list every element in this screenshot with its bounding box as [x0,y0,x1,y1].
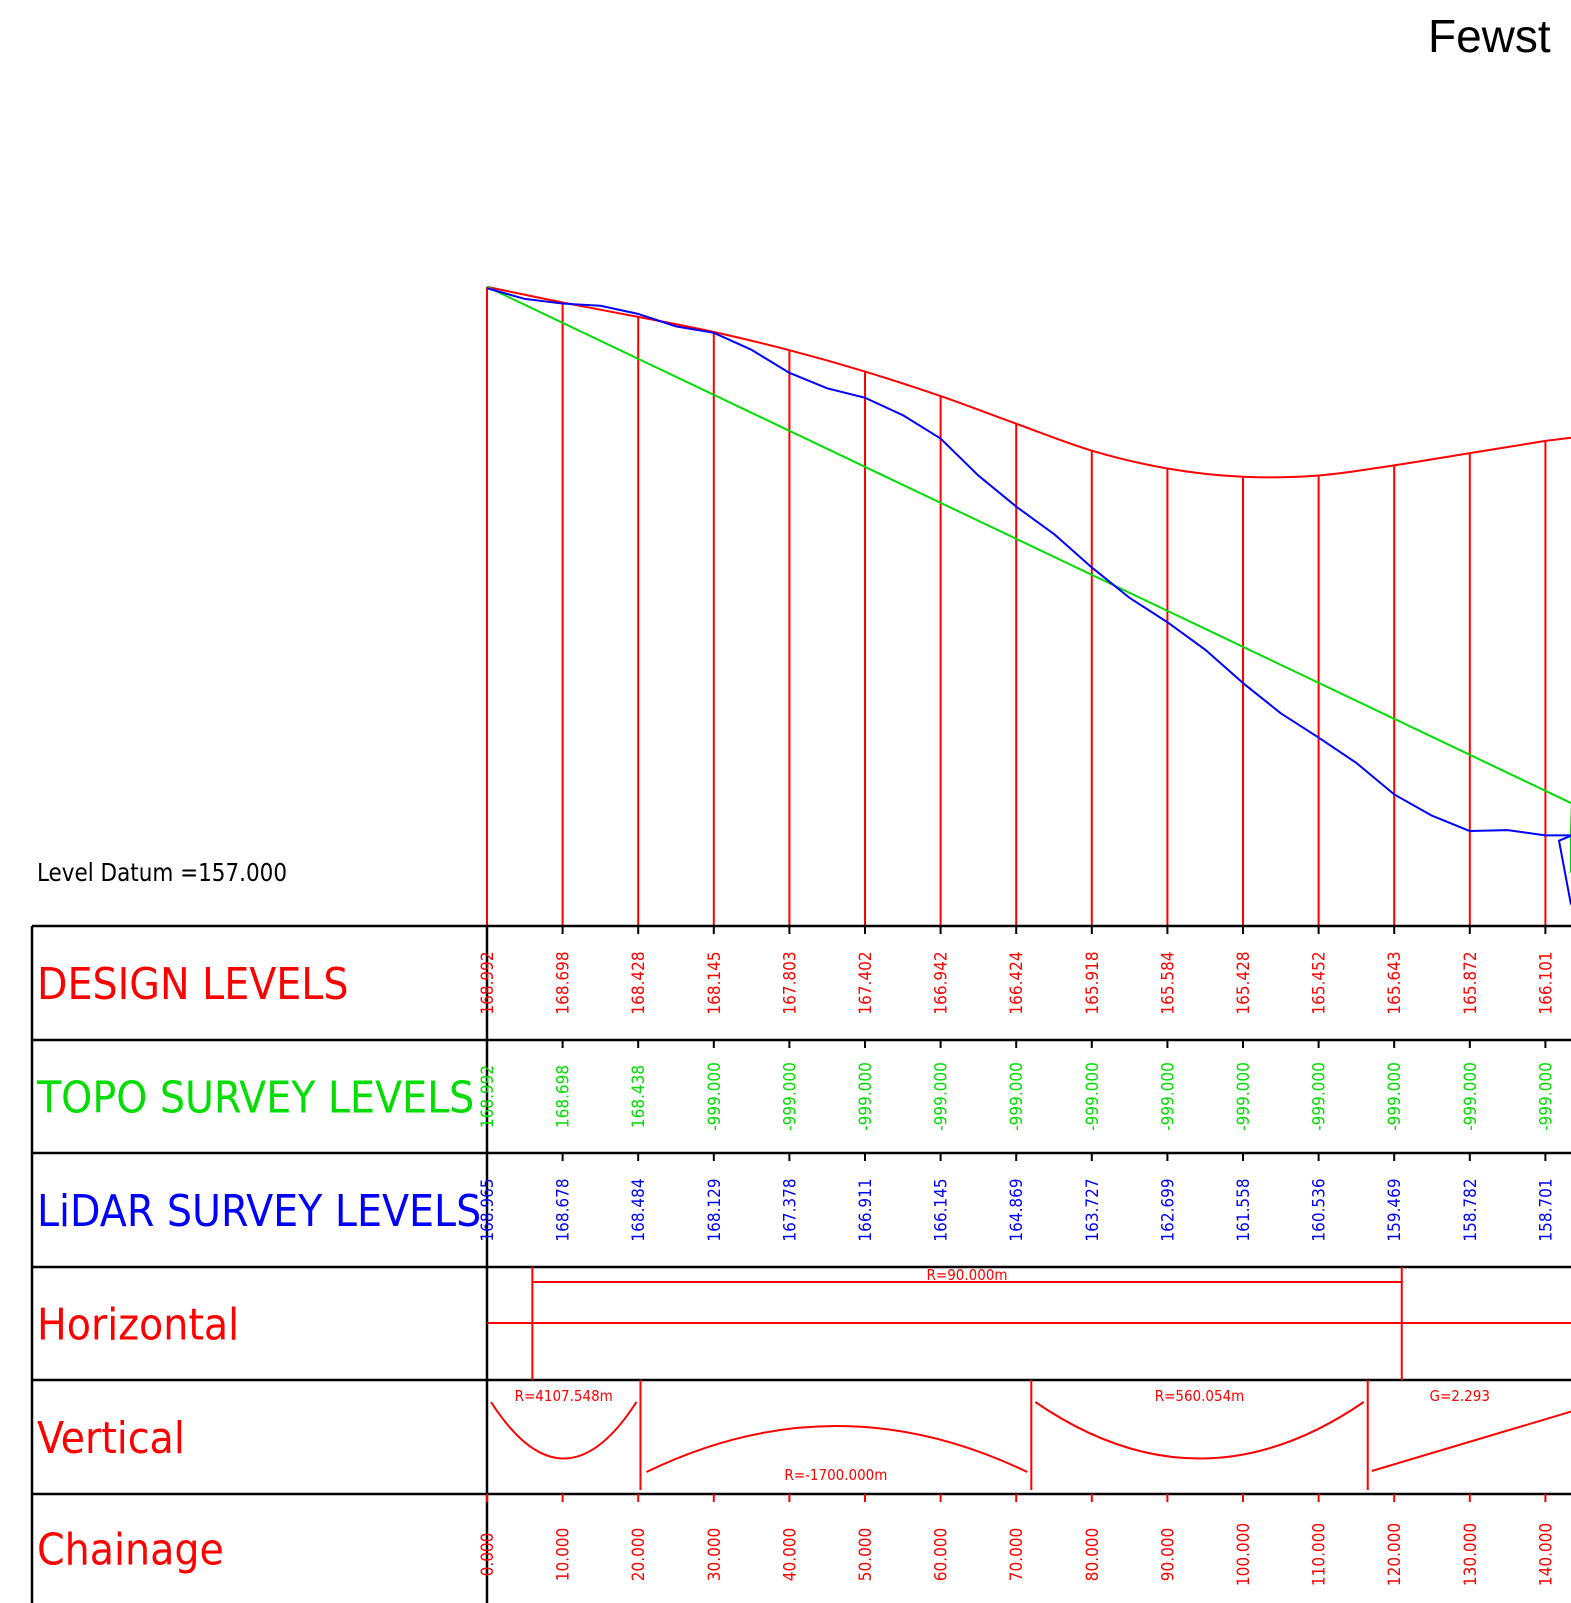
chainage-value: 100.000 [1234,1523,1254,1586]
row-label-vertical: Vertical [37,1413,185,1464]
topo-profile-line [486,285,1571,873]
row-label-horizontal: Horizontal [37,1300,239,1351]
vertical-curve-grade [1371,1410,1571,1472]
design-level-value: 167.803 [780,951,800,1014]
topo-level-value: -999.000 [856,1062,876,1131]
chainage-value: 20.000 [629,1528,649,1582]
topo-level-value: -999.000 [780,1062,800,1131]
lidar-level-value: 161.558 [1234,1178,1254,1241]
vertical-curve-crest [646,1425,1028,1473]
row-label-chainage: Chainage [37,1525,224,1576]
topo-level-value: -999.000 [1083,1062,1103,1131]
topo-level-value: -999.000 [1007,1062,1027,1131]
vertical-curve-label: G=2.293 [1430,1387,1490,1405]
topo-level-value: -999.000 [1158,1062,1178,1131]
chainage-value: 110.000 [1310,1523,1330,1586]
topo-level-value: -999.000 [1310,1062,1330,1131]
lidar-level-value: 160.536 [1310,1178,1330,1241]
design-level-value: 165.452 [1310,951,1330,1014]
lidar-level-value: 168.965 [478,1178,498,1241]
lidar-level-value: 166.145 [932,1178,952,1241]
design-level-value: 167.402 [856,951,876,1014]
chainage-value: 140.000 [1536,1523,1556,1586]
lidar-level-value: 163.727 [1083,1178,1103,1241]
chainage-value: 50.000 [856,1528,876,1582]
design-level-value: 168.428 [629,951,649,1014]
chainage-value: 80.000 [1083,1528,1103,1582]
vertical-curve-label: R=560.054m [1155,1387,1245,1405]
chainage-value: 40.000 [780,1528,800,1582]
vertical-curve-sag [1034,1401,1365,1460]
topo-level-value: 168.438 [629,1065,649,1128]
drawing-title: Fewst [1428,10,1551,62]
design-level-value: 165.584 [1158,951,1178,1014]
design-level-value: 166.101 [1536,951,1556,1014]
design-profile-line [486,285,1571,479]
lidar-level-value: 168.129 [705,1178,725,1241]
topo-level-value: -999.000 [932,1062,952,1131]
design-level-value: 165.428 [1234,951,1254,1014]
chainage-value: 10.000 [554,1528,574,1582]
topo-level-value: -999.000 [1536,1062,1556,1131]
chainage-value: 70.000 [1007,1528,1027,1582]
row-label-lidar: LiDAR SURVEY LEVELS [37,1186,481,1237]
topo-level-value: 168.992 [478,1065,498,1128]
chainage-value: 60.000 [932,1528,952,1582]
lidar-level-value: 168.484 [629,1178,649,1241]
lidar-level-value: 159.469 [1385,1178,1405,1241]
topo-level-value: -999.000 [1385,1062,1405,1131]
chainage-value: 90.000 [1158,1528,1178,1582]
chainage-value: 30.000 [705,1528,725,1582]
lidar-level-value: 164.869 [1007,1178,1027,1241]
design-level-value: 165.643 [1385,951,1405,1014]
design-level-value: 166.424 [1007,951,1027,1014]
lidar-level-value: 166.911 [856,1178,876,1241]
topo-level-value: 168.698 [554,1065,574,1128]
lidar-level-value: 158.782 [1461,1178,1481,1241]
design-level-value: 166.942 [932,951,952,1014]
design-level-value: 165.918 [1083,951,1103,1014]
lidar-level-value: 158.701 [1536,1178,1556,1241]
row-label-design: DESIGN LEVELS [37,959,348,1010]
chainage-value: 130.000 [1461,1523,1481,1586]
topo-level-value: -999.000 [705,1062,725,1131]
lidar-level-value: 167.378 [780,1178,800,1241]
design-level-value: 168.698 [554,951,574,1014]
row-label-topo: TOPO SURVEY LEVELS [36,1073,474,1124]
vertical-curve-label: R=4107.548m [515,1387,613,1405]
lidar-level-value: 168.678 [554,1178,574,1241]
design-level-value: 165.872 [1461,951,1481,1014]
chainage-value: 0.000 [478,1533,498,1577]
lidar-profile-line [486,287,1571,905]
design-level-value: 168.992 [478,951,498,1014]
lidar-level-value: 162.699 [1158,1178,1178,1241]
chainage-value: 120.000 [1385,1523,1405,1586]
vertical-curve-sag [490,1401,638,1460]
data-table: DESIGN LEVELS TOPO SURVEY LEVELS LiDAR SUR… [30,924,1571,1603]
design-level-value: 168.145 [705,951,725,1014]
horizontal-curve-label: R=90.000m [927,1266,1008,1284]
vertical-curve-label: R=-1700.000m [784,1466,887,1484]
profile-layer [486,285,1571,926]
topo-level-value: -999.000 [1234,1062,1254,1131]
topo-level-value: -999.000 [1461,1062,1481,1131]
level-datum-label: Level Datum =157.000 [37,858,287,887]
